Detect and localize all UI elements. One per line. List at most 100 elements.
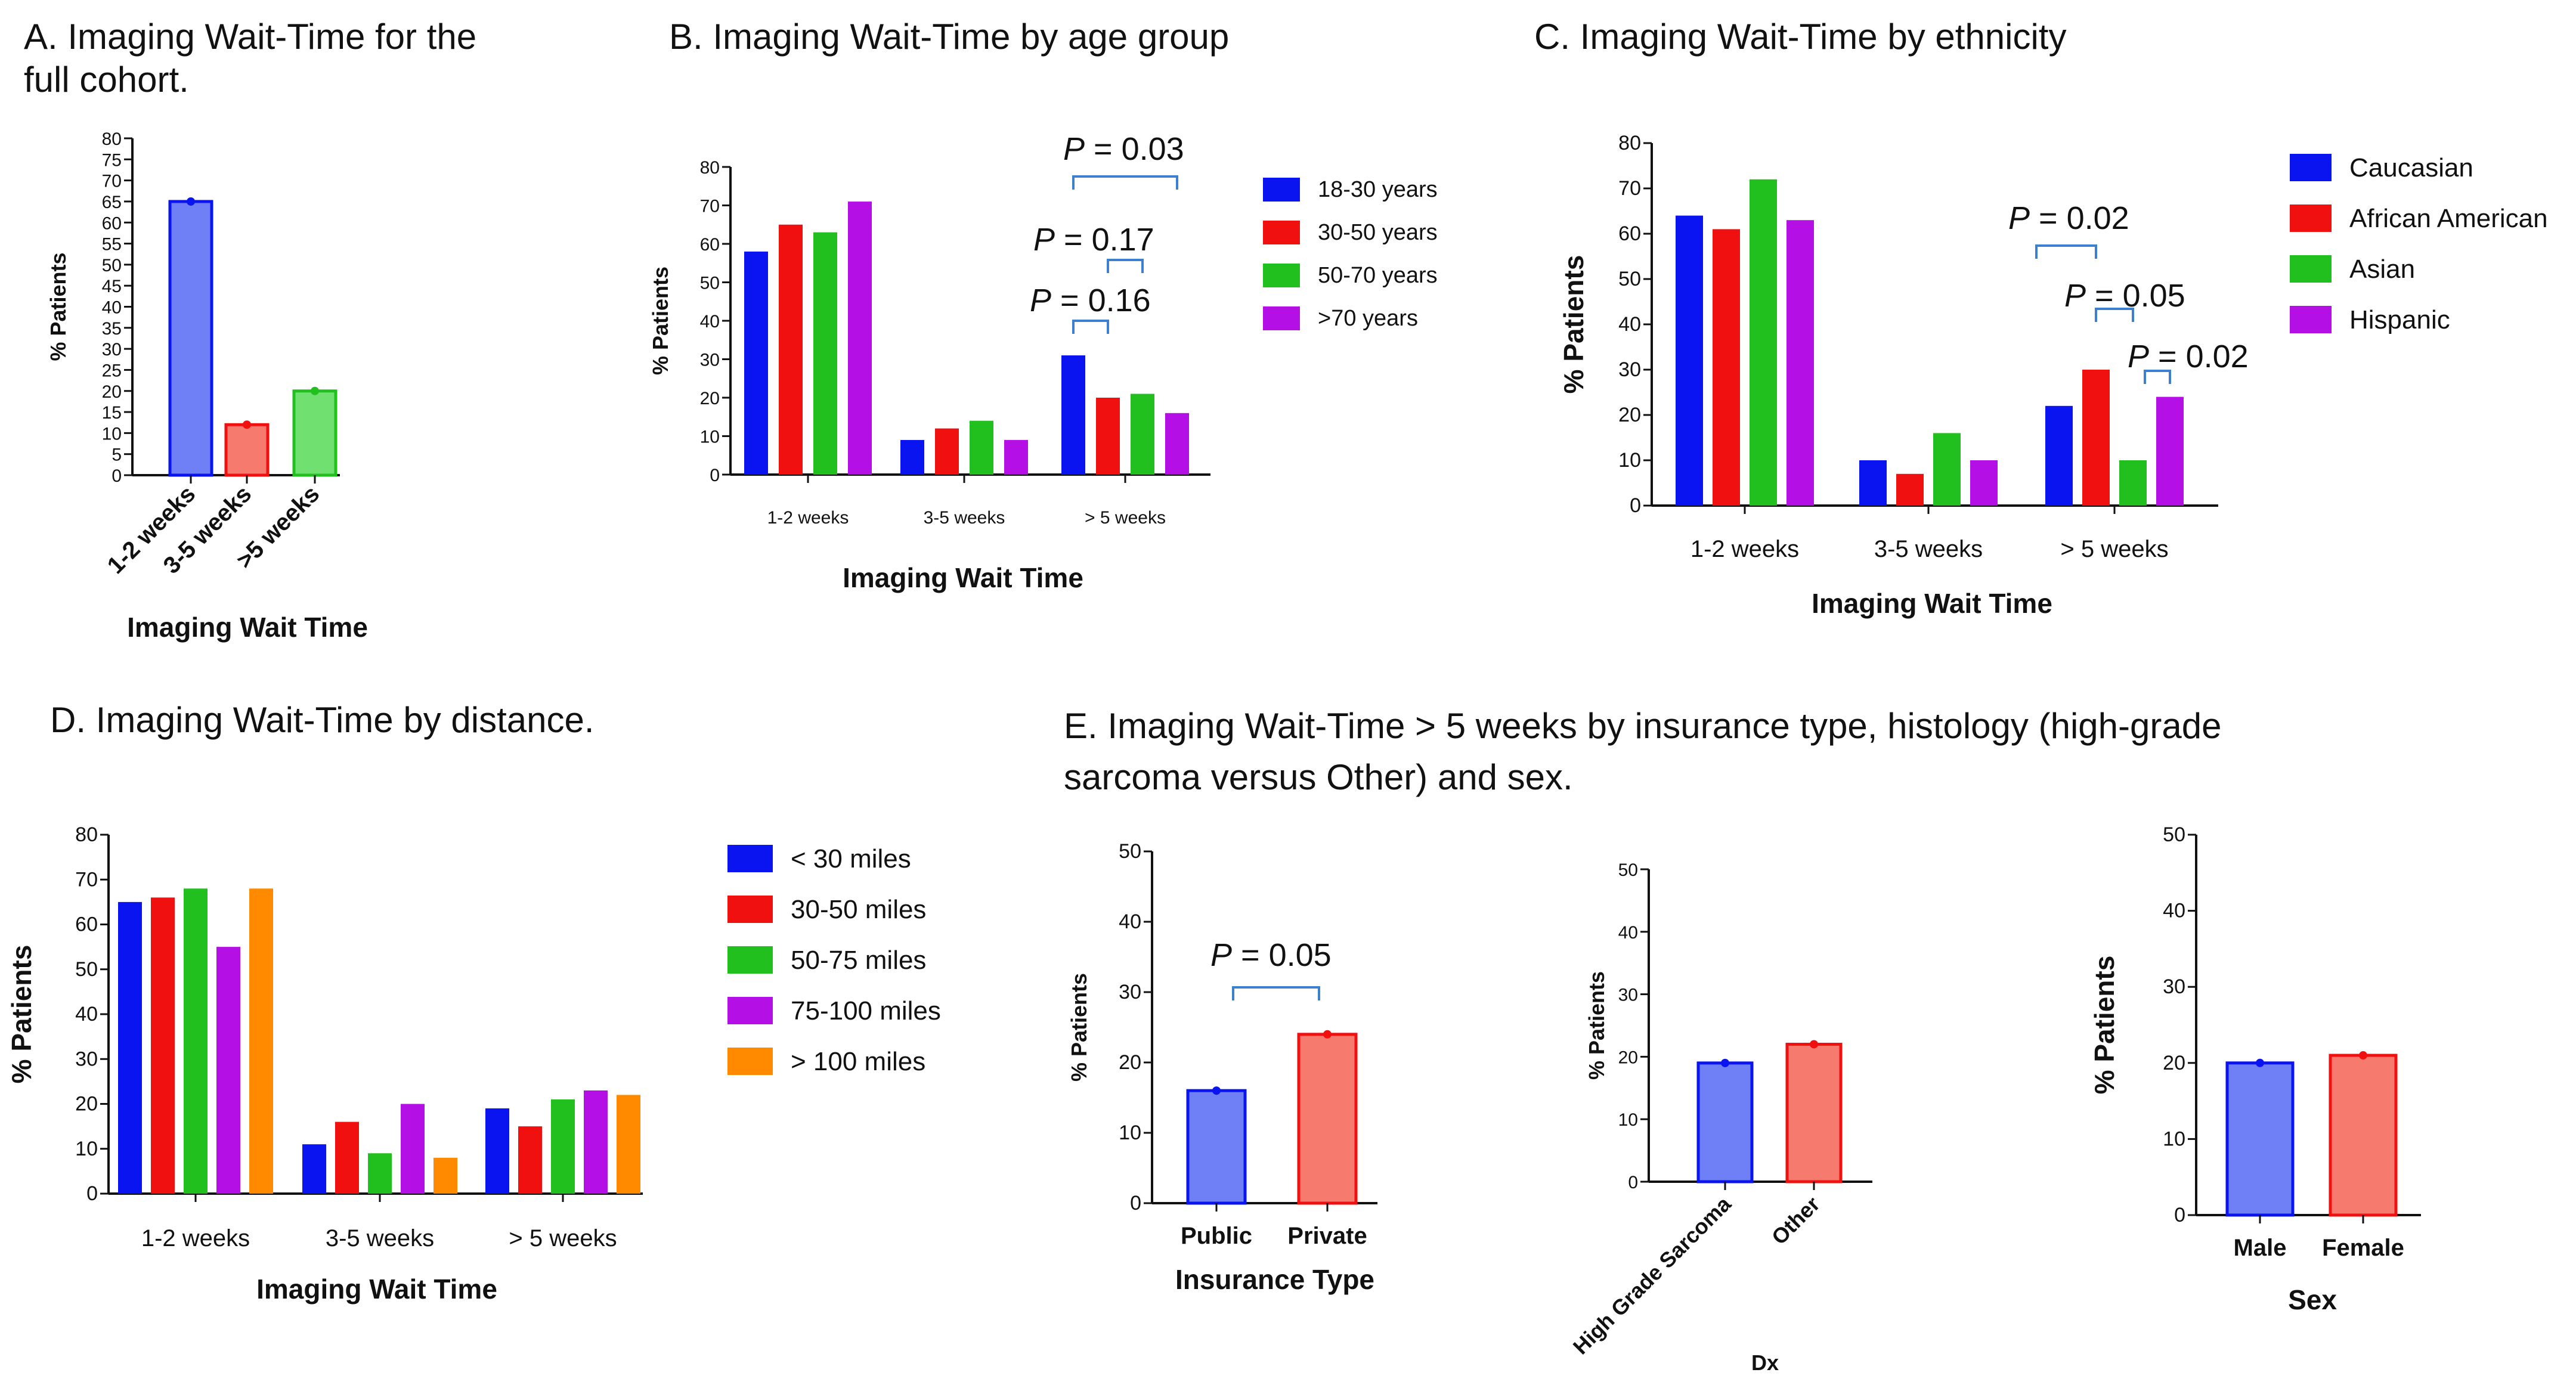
bar-5-weeks [292, 389, 338, 477]
bar-1-2-weeks-hispanic [1787, 220, 1814, 506]
y-tick-label: 0 [1628, 1173, 1638, 1192]
x-tick-label: High Grade Sarcoma [1568, 1191, 1736, 1359]
legend-swatch-70-years [1263, 306, 1300, 330]
y-tick-label: 10 [700, 427, 720, 447]
bar-1-2-weeks-30-50-years [779, 224, 803, 475]
bar-1-2-weeks-50-70-years [813, 232, 837, 475]
x-tick-label: 1-2 weeks [767, 508, 849, 528]
legend-swatch-caucasian [2290, 154, 2332, 181]
panel-title: sarcoma versus Other) and sex. [1064, 757, 1573, 797]
panel-title: E. Imaging Wait-Time > 5 weeks by insura… [1064, 706, 2221, 746]
y-axis-title: % Patients [1067, 973, 1091, 1082]
x-tick-label: > 5 weeks [2060, 536, 2168, 562]
x-tick-label: Private [1287, 1223, 1367, 1249]
bar-1-2-weeks-75-100-miles [216, 947, 240, 1194]
y-tick-label: 30 [700, 351, 720, 370]
y-tick-label: 30 [75, 1048, 98, 1070]
y-tick-label: 30 [1119, 981, 1141, 1003]
y-tick-label: 20 [2163, 1052, 2185, 1074]
legend-swatch-100-miles [727, 1048, 773, 1075]
x-axis-title: Dx [1751, 1350, 1779, 1375]
y-tick-label: 50 [102, 256, 122, 275]
panel-d-wait-time-by-distance: D. Imaging Wait-Time by distance. 0 10 20 30… [6, 700, 941, 1305]
significance-bracket [2095, 308, 2134, 322]
legend-swatch-50-75-miles [727, 946, 773, 974]
x-tick-label: > 5 weeks [1085, 508, 1166, 528]
significance-bracket [1107, 259, 1144, 273]
panel-title: A. Imaging Wait-Time for the [24, 17, 476, 57]
bar-5-weeks-50-75-miles [551, 1099, 575, 1194]
y-tick-label: 70 [700, 197, 720, 216]
y-tick-label: 40 [1618, 313, 1641, 336]
y-tick-label: 80 [1618, 132, 1641, 154]
legend-label: > 100 miles [791, 1047, 925, 1076]
bar-3-5-weeks-18-30-years [900, 439, 924, 475]
y-tick-label: 50 [1618, 268, 1641, 290]
bar-mean-dot [2256, 1058, 2264, 1067]
y-tick-label: 60 [102, 213, 122, 233]
y-axis-title: % Patients [1584, 971, 1609, 1080]
legend-swatch-30-miles [727, 845, 773, 872]
bar-5-weeks-75-100-miles [584, 1090, 608, 1194]
y-axis-title: % Patients [6, 945, 37, 1084]
x-tick-label: Public [1181, 1223, 1252, 1249]
panel-title: full cohort. [24, 60, 189, 100]
y-tick-label: 0 [710, 466, 720, 485]
bar-1-2-weeks-18-30-years [744, 251, 768, 475]
y-tick-label: 10 [1618, 1110, 1638, 1130]
bar-mean-dot [1323, 1030, 1332, 1039]
y-tick-label: 60 [1618, 222, 1641, 245]
significance-bracket [2144, 370, 2171, 384]
bar-1-2-weeks-30-50-miles [151, 897, 175, 1194]
bar-3-5-weeks-caucasian [1859, 460, 1887, 506]
y-tick-label: 30 [1618, 358, 1641, 381]
bar-5-weeks-18-30-years [1061, 355, 1085, 475]
x-axis-title: Sex [2288, 1284, 2337, 1315]
y-tick-label: 20 [1618, 1048, 1638, 1067]
significance-bracket [2035, 244, 2097, 259]
y-tick-label: 10 [102, 424, 122, 444]
bar-1-2-weeks-50-75-miles [184, 888, 208, 1194]
bar-5-weeks-70-years [1165, 413, 1189, 475]
bar-3-5-weeks-50-70-years [970, 420, 993, 475]
subplot-sex: 0 10 20 30 40 50 % Patients Male Female Sex [2089, 823, 2421, 1315]
significance-bracket [1072, 175, 1178, 190]
bar-3-5-weeks-30-50-miles [335, 1121, 359, 1194]
legend-label: >70 years [1318, 306, 1418, 331]
y-tick-label: 10 [1618, 449, 1641, 472]
y-tick-label: 65 [102, 193, 122, 212]
x-tick-label: Male [2234, 1235, 2287, 1261]
bar-3-5-weeks-100-miles [434, 1157, 457, 1194]
legend-label: 30-50 miles [791, 895, 926, 924]
bar-mean-dot [1212, 1086, 1221, 1095]
x-tick-label: Other [1767, 1192, 1825, 1250]
bar-male [2225, 1061, 2295, 1217]
legend-swatch-hispanic [2290, 306, 2332, 333]
bar-5-weeks-100-miles [617, 1095, 640, 1194]
p-value-label: P = 0.05 [2064, 278, 2185, 314]
legend-label: 75-100 miles [791, 996, 941, 1025]
y-tick-label: 30 [1618, 986, 1638, 1005]
significance-bracket [1072, 320, 1109, 334]
bar-1-2-weeks [168, 200, 213, 477]
bar-5-weeks-30-miles [485, 1108, 509, 1194]
legend-label: 50-70 years [1318, 263, 1438, 288]
x-tick-label: Female [2322, 1235, 2404, 1261]
subplot-insurance-type: 0 10 20 30 40 50 % Patients Public Private Insura… [1067, 840, 1377, 1295]
bar-high-grade-sarcoma [1696, 1061, 1754, 1183]
bar-mean-dot [1810, 1040, 1818, 1049]
y-tick-label: 10 [75, 1138, 98, 1160]
y-tick-label: 20 [1119, 1051, 1141, 1074]
legend-swatch-50-70-years [1263, 264, 1300, 287]
y-tick-label: 10 [1119, 1121, 1141, 1144]
y-tick-label: 50 [2163, 823, 2185, 846]
y-tick-label: 60 [75, 913, 98, 936]
bar-5-weeks-hispanic [2156, 396, 2184, 506]
y-tick-label: 50 [75, 958, 98, 981]
bar-3-5-weeks-30-50-years [935, 428, 959, 475]
y-tick-label: 70 [102, 172, 122, 191]
bar-3-5-weeks-african-american [1896, 473, 1924, 506]
bar-public [1186, 1089, 1247, 1205]
bar-female [2329, 1054, 2398, 1217]
y-tick-label: 60 [700, 235, 720, 255]
